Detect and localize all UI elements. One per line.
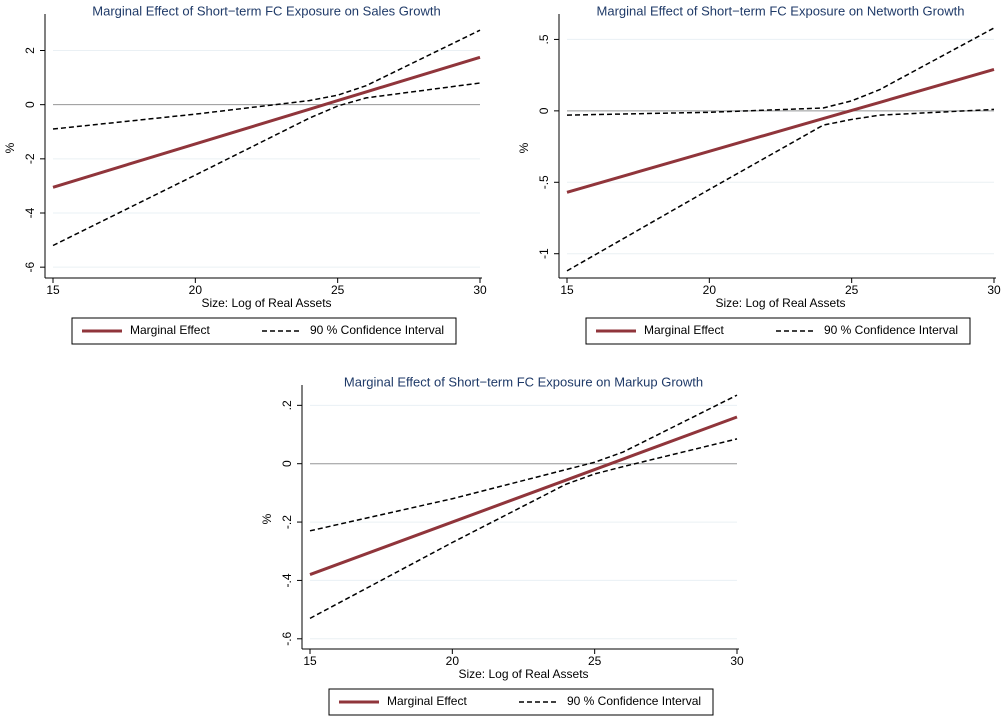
y-tick-label: -.4 (280, 573, 294, 587)
y-tick-label: 0 (537, 107, 551, 114)
legend-label: Marginal Effect (387, 694, 467, 708)
legend-label: Marginal Effect (644, 323, 724, 337)
chart-title: Marginal Effect of Short−term FC Exposur… (597, 3, 965, 18)
series-line (309, 438, 738, 620)
series-line (52, 29, 481, 130)
x-tick-label: 20 (446, 654, 460, 668)
x-tick-label: 30 (730, 654, 744, 668)
panel: Marginal Effect of Short−term FC Exposur… (3, 3, 487, 345)
series-line (52, 82, 481, 247)
y-tick-label: 2 (23, 47, 37, 54)
x-tick-label: 15 (303, 654, 317, 668)
y-axis-label: % (517, 142, 531, 153)
y-tick-label: 0 (23, 101, 37, 108)
x-tick-label: 30 (473, 283, 487, 297)
x-tick-label: 15 (46, 283, 60, 297)
y-tick-label: -.6 (280, 631, 294, 645)
legend-label: Marginal Effect (130, 323, 210, 337)
x-tick-label: 25 (588, 654, 602, 668)
x-tick-label: 15 (560, 283, 574, 297)
x-tick-label: 20 (189, 283, 203, 297)
panel: Marginal Effect of Short−term FC Exposur… (517, 3, 1001, 345)
x-tick-label: 30 (987, 283, 1001, 297)
series-line (309, 415, 738, 576)
y-axis-label: % (260, 513, 274, 524)
y-tick-label: -4 (23, 207, 37, 218)
y-tick-label: -.5 (537, 175, 551, 189)
legend-label: 90 % Confidence Interval (824, 323, 958, 337)
x-tick-label: 25 (845, 283, 859, 297)
y-tick-label: -1 (537, 248, 551, 259)
y-tick-label: .2 (280, 400, 294, 410)
y-tick-label: -6 (23, 262, 37, 273)
panel: Marginal Effect of Short−term FC Exposur… (260, 374, 744, 716)
x-axis-label: Size: Log of Real Assets (201, 296, 331, 310)
x-tick-label: 20 (703, 283, 717, 297)
y-tick-label: -.2 (280, 515, 294, 529)
x-axis-label: Size: Log of Real Assets (715, 296, 845, 310)
legend-label: 90 % Confidence Interval (567, 694, 701, 708)
series-line (52, 55, 481, 189)
y-tick-label: -2 (23, 153, 37, 164)
y-tick-label: 0 (280, 460, 294, 467)
y-tick-label: .5 (537, 34, 551, 44)
x-tick-label: 25 (331, 283, 345, 297)
series-line (566, 27, 995, 116)
series-line (566, 108, 995, 272)
chart-title: Marginal Effect of Short−term FC Exposur… (344, 374, 703, 389)
x-axis-label: Size: Log of Real Assets (458, 667, 588, 681)
chart-title: Marginal Effect of Short−term FC Exposur… (92, 3, 440, 18)
y-axis-label: % (3, 142, 17, 153)
series-line (309, 394, 738, 532)
series-line (566, 67, 995, 194)
legend-label: 90 % Confidence Interval (310, 323, 444, 337)
